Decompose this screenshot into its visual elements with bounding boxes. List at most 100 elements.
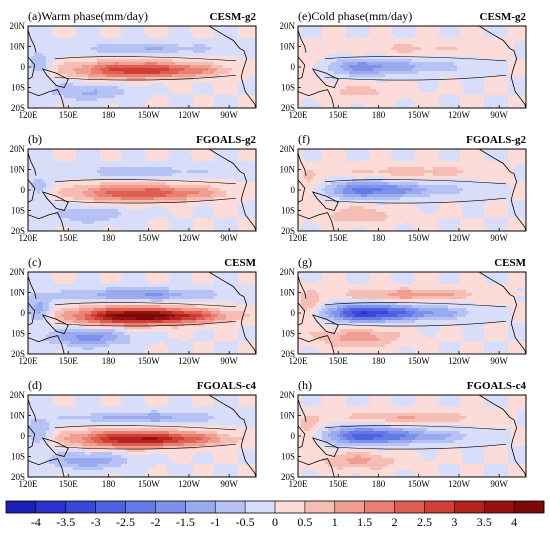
y-tick-label: 0 [291,185,296,195]
x-tick-label: 180 [372,356,386,366]
y-tick-label: 0 [291,308,296,318]
y-tick-label: 10S [281,83,295,93]
y-tick-label: 20N [280,144,296,154]
x-tick-label: 90W [490,479,508,489]
panel-model-label: FGOALS-c4 [467,380,527,392]
x-tick-label: 120W [448,110,471,120]
colorbar-swatch [126,501,156,513]
panel-title: (f) [298,132,310,146]
x-tick-label: 150E [59,479,79,489]
colorbar-swatch [395,501,425,513]
panel-model-label: CESM [494,257,526,269]
panel-title: (b) [28,132,42,146]
colorbar-label: -0.5 [236,515,255,529]
x-tick-label: 90W [490,233,508,243]
colorbar-swatch [514,501,544,513]
panel-model-label: CESM [224,257,256,269]
y-tick-label: 20S [11,226,25,236]
colorbar-label: -2 [150,515,160,529]
colorbar-label: -3 [91,515,101,529]
x-tick-label: 150E [329,479,349,489]
x-tick-label: 150E [59,233,79,243]
y-tick-label: 20S [281,349,295,359]
y-tick-label: 20S [281,472,295,482]
x-tick-label: 150W [408,479,431,489]
panel-model-label: CESM-g2 [480,11,527,23]
colorbar-swatch [96,501,126,513]
heatmap-field [298,395,527,480]
y-tick-label: 10N [10,165,26,175]
x-tick-label: 150E [329,233,349,243]
panel-title: (d) [28,378,42,392]
colorbar-label: 3 [451,515,457,529]
colorbar-swatch [454,501,484,513]
heatmap-field [298,272,527,357]
y-tick-label: 10S [11,83,25,93]
x-tick-label: 150W [408,233,431,243]
x-tick-label: 180 [372,233,386,243]
y-tick-label: 10N [10,411,26,421]
colorbar-label: -3.5 [56,515,75,529]
x-tick-label: 90W [220,479,238,489]
y-tick-label: 20N [280,21,296,31]
x-tick-label: 120W [178,233,201,243]
colorbar-swatch [155,501,185,513]
colorbar-swatch [215,501,245,513]
x-tick-label: 180 [102,479,116,489]
heatmap-field [28,395,257,480]
colorbar-label: -4 [31,515,41,529]
y-tick-label: 10S [11,452,25,462]
heatmap-field [28,26,257,111]
colorbar-swatch [365,501,395,513]
x-tick-label: 120W [448,233,471,243]
y-tick-label: 0 [21,62,26,72]
y-tick-label: 20S [11,103,25,113]
x-tick-label: 150W [138,110,161,120]
y-tick-label: 0 [21,431,26,441]
colorbar-swatch [6,501,36,513]
y-tick-label: 20N [10,144,26,154]
x-tick-label: 90W [490,356,508,366]
y-tick-label: 10N [10,288,26,298]
x-tick-label: 90W [490,110,508,120]
x-tick-label: 120W [178,110,201,120]
heatmap-field [28,149,257,234]
y-tick-label: 20N [280,390,296,400]
y-tick-label: 20N [10,267,26,277]
colorbar-label: 0 [272,515,278,529]
colorbar-label: 0.5 [297,515,312,529]
x-tick-label: 150E [59,356,79,366]
x-tick-label: 150W [138,233,161,243]
heatmap-field [298,26,527,111]
colorbar-swatch [36,501,66,513]
colorbar-label: -1.5 [176,515,195,529]
colorbar-label: 1 [332,515,338,529]
colorbar-swatch [335,501,365,513]
panel-model-label: FGOALS-g2 [466,134,526,146]
x-tick-label: 90W [220,233,238,243]
y-tick-label: 20S [281,226,295,236]
y-tick-label: 20S [281,103,295,113]
x-tick-label: 180 [372,479,386,489]
colorbar-label: 3.5 [477,515,492,529]
panel-model-label: FGOALS-g2 [196,134,256,146]
y-tick-label: 0 [21,185,26,195]
colorbar-label: 2.5 [417,515,432,529]
y-tick-label: 0 [21,308,26,318]
panel-title: (e)Cold phase(mm/day) [298,9,412,23]
panel-title: (h) [298,378,312,392]
x-tick-label: 150E [59,110,79,120]
y-tick-label: 10N [10,42,26,52]
y-tick-label: 10N [280,42,296,52]
panel-model-label: FGOALS-c4 [197,380,257,392]
colorbar-swatch [305,501,335,513]
y-tick-label: 10S [281,206,295,216]
colorbar-label: 1.5 [357,515,372,529]
x-tick-label: 180 [372,110,386,120]
y-tick-label: 10N [280,165,296,175]
